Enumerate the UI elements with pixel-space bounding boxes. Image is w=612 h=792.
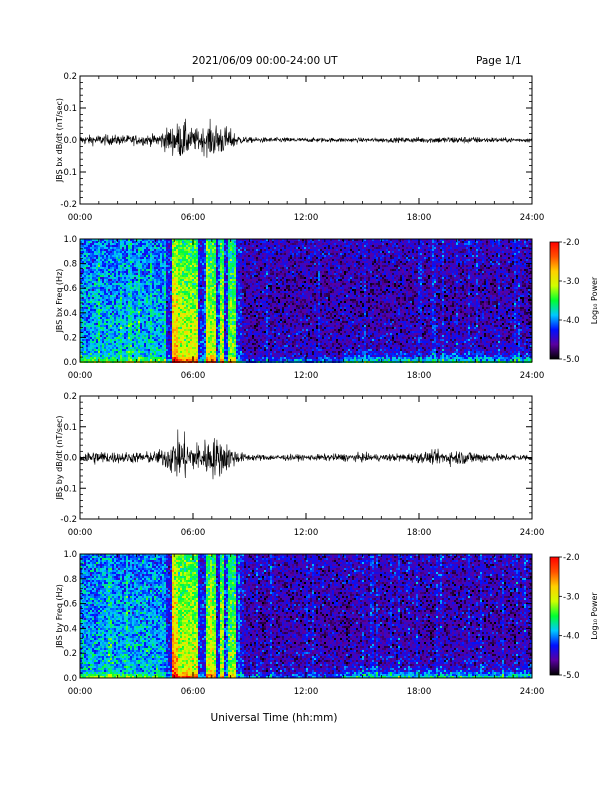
y-tick-label: 0.2 <box>63 72 77 82</box>
signal-trace <box>80 119 532 158</box>
colorbar-tick-label: -2.0 <box>563 238 580 248</box>
y-tick-label: 0.2 <box>63 333 77 343</box>
x-tick-label: 18:00 <box>407 687 432 697</box>
colorbar-tick-label: -3.0 <box>563 277 580 287</box>
y-axis-label: JBS by Freq (Hz) <box>55 584 64 649</box>
x-tick-label: 06:00 <box>181 528 206 538</box>
x-tick-label: 12:00 <box>294 213 319 223</box>
colorbar-tick-label: -5.0 <box>563 355 580 365</box>
y-tick-label: 1.0 <box>63 235 77 245</box>
y-axis-label: JBS bx dB/dt (nT/sec) <box>55 98 64 183</box>
colorbar-gradient <box>550 557 559 675</box>
signal-trace <box>80 430 532 480</box>
y-tick-label: 0.2 <box>63 392 77 402</box>
y-tick-label: 0.6 <box>63 600 77 610</box>
panel-2: 1.0 0.8 0.6 0.4 0.2 0.0 00:00 06:00 12:00 18:00 24… <box>55 235 544 381</box>
colorbar-tick-label: -4.0 <box>563 632 580 642</box>
colorbar-2: -2.0 -3.0 -4.0 -5.0 Log₁₀ Power <box>550 238 599 365</box>
y-tick-label: 1.0 <box>63 550 77 560</box>
colorbar-tick-label: -3.0 <box>563 592 580 602</box>
y-tick-label: 0.0 <box>63 454 77 464</box>
panel-4: 1.0 0.8 0.6 0.4 0.2 0.0 00:00 06:00 12:00 18:00 24… <box>55 550 544 697</box>
colorbar-label: Log₁₀ Power <box>590 276 599 324</box>
y-tick-label: -0.2 <box>60 515 77 525</box>
y-tick-label: 0.4 <box>63 624 77 634</box>
y-tick-label: 0.8 <box>63 260 77 270</box>
x-tick-label: 18:00 <box>407 528 432 538</box>
y-tick-label: 0.8 <box>63 575 77 585</box>
x-tick-label: 00:00 <box>68 687 93 697</box>
x-tick-label: 12:00 <box>294 528 319 538</box>
x-axis-label: Universal Time (hh:mm) <box>211 712 338 724</box>
x-tick-label: 06:00 <box>181 213 206 223</box>
colorbar-4: -2.0 -3.0 -4.0 -5.0 Log₁₀ Power <box>550 553 599 681</box>
colorbar-tick-label: -2.0 <box>563 553 580 563</box>
colorbar-tick-label: -5.0 <box>563 671 580 681</box>
x-tick-label: 24:00 <box>520 213 545 223</box>
panel-3: 0.20.10.0-0.1-0.200:00 06:00 12:00 18:00 24:… <box>55 392 544 538</box>
y-axis-label: JBS by dB/dt (nT/sec) <box>55 415 64 500</box>
x-tick-label: 06:00 <box>181 687 206 697</box>
x-tick-label: 06:00 <box>181 371 206 381</box>
y-tick-label: 0.4 <box>63 309 77 319</box>
colorbar-gradient <box>550 242 559 359</box>
spectrogram-cells <box>80 239 532 363</box>
colorbar-label: Log₁₀ Power <box>590 592 599 640</box>
spectrogram-cells <box>80 554 532 678</box>
x-tick-label: 00:00 <box>68 528 93 538</box>
y-tick-label: 0.0 <box>63 674 77 684</box>
x-tick-label: 12:00 <box>294 687 319 697</box>
x-tick-label: 18:00 <box>407 371 432 381</box>
y-tick-label: 0.6 <box>63 284 77 294</box>
y-tick-label: -0.2 <box>60 200 77 210</box>
y-tick-label: 0.2 <box>63 649 77 659</box>
y-tick-label: 0.1 <box>63 104 77 114</box>
x-tick-label: 18:00 <box>407 213 432 223</box>
y-tick-label: 0.0 <box>63 136 77 146</box>
y-tick-label: 0.1 <box>63 423 77 433</box>
x-tick-label: 24:00 <box>520 687 545 697</box>
x-tick-label: 12:00 <box>294 371 319 381</box>
colorbar-tick-label: -4.0 <box>563 316 580 326</box>
x-tick-label: 24:00 <box>520 528 545 538</box>
y-axis-label: JBS bx Freq (Hz) <box>55 269 64 334</box>
x-tick-label: 00:00 <box>68 213 93 223</box>
panel-1: 0.20.10.0-0.1-0.200:00 06:00 12:00 18:00 24:… <box>55 72 544 223</box>
y-tick-label: 0.0 <box>63 358 77 368</box>
x-tick-label: 24:00 <box>520 371 545 381</box>
x-tick-label: 00:00 <box>68 371 93 381</box>
